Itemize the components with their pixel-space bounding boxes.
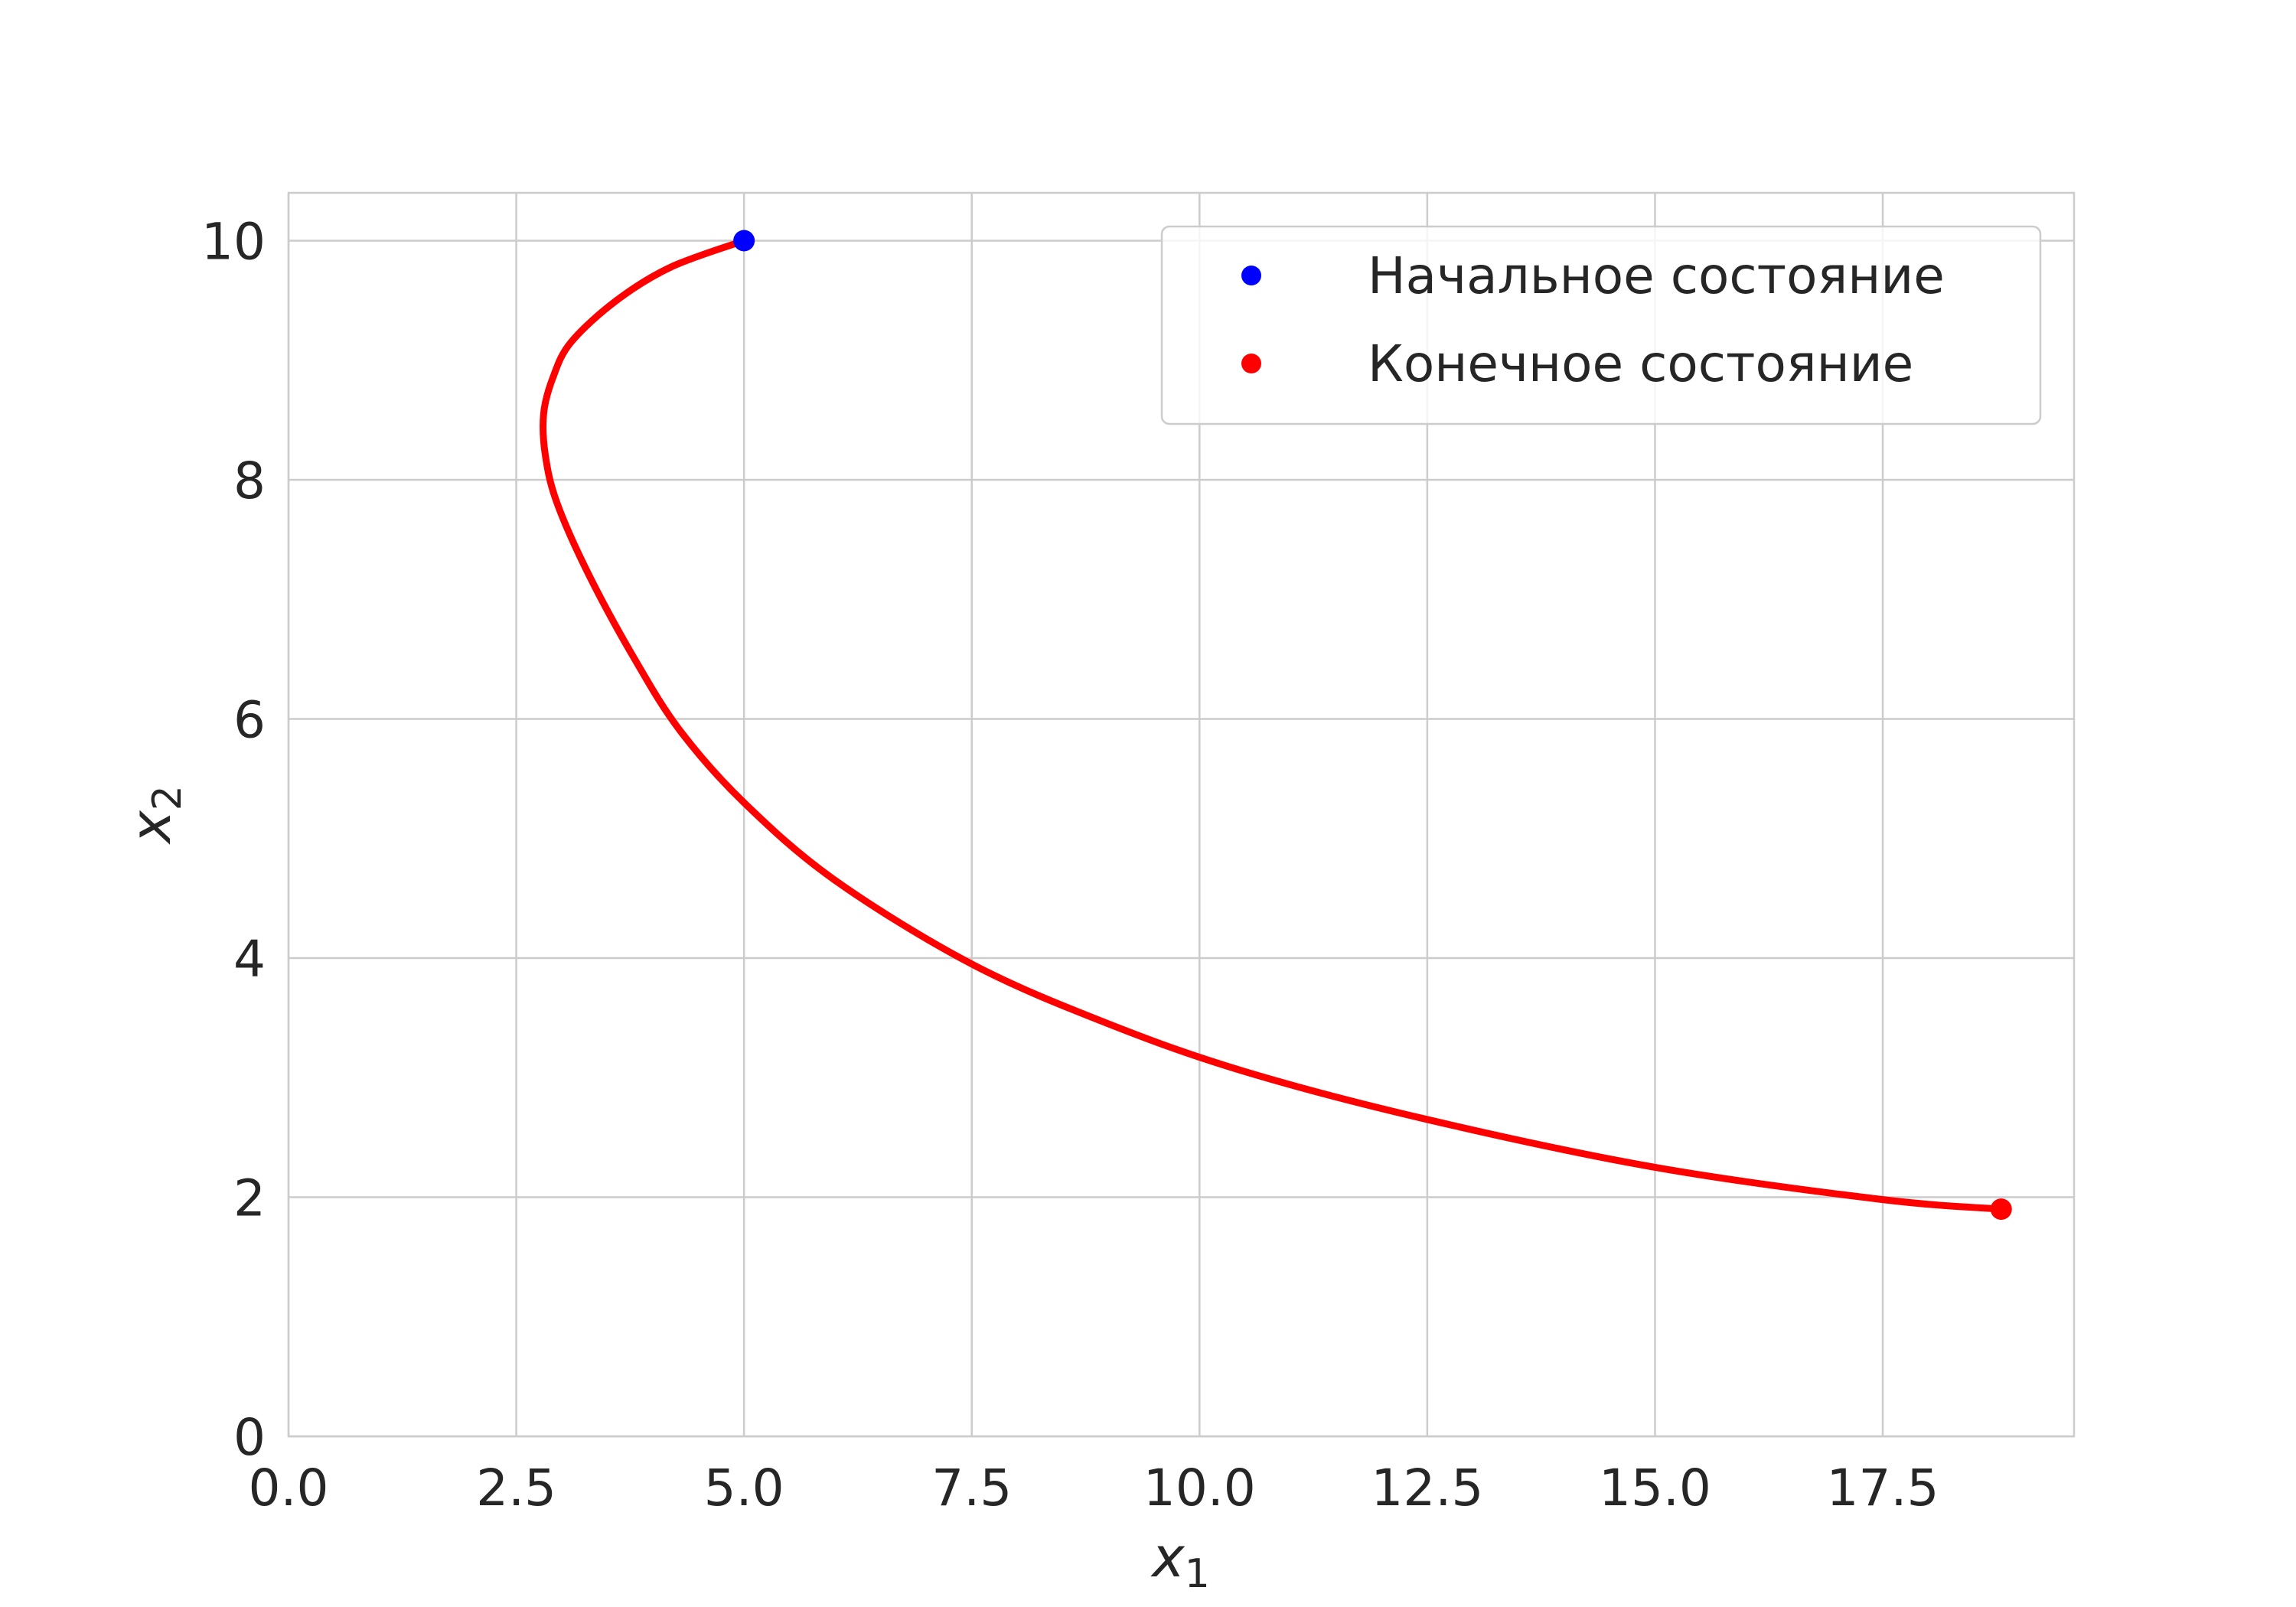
legend-marker-start — [1241, 266, 1261, 285]
y-tick-label: 0 — [233, 1408, 266, 1467]
y-tick-label: 10 — [201, 213, 266, 272]
x-tick-label: 5.0 — [704, 1459, 784, 1517]
x-tick-label: 7.5 — [931, 1459, 1012, 1517]
legend-label-start: Начальное состояние — [1368, 246, 1945, 305]
y-tick-label: 6 — [233, 691, 266, 750]
x-tick-label: 0.0 — [249, 1459, 329, 1517]
x-tick-label: 12.5 — [1371, 1459, 1483, 1517]
x-tick-label: 10.0 — [1143, 1459, 1256, 1517]
x-tick-label: 2.5 — [476, 1459, 556, 1517]
x-tick-labels: 0.0 2.5 5.0 7.5 10.0 12.5 15.0 17.5 — [249, 1459, 1939, 1517]
legend-label-end: Конечное состояние — [1368, 334, 1913, 393]
x-axis-label-sub: 1 — [1185, 1551, 1210, 1597]
y-axis-label: x2 — [119, 785, 191, 845]
legend: Начальное состояние Конечное состояние — [1160, 225, 2042, 425]
legend-box — [1160, 225, 2042, 425]
plot-frame — [287, 191, 2076, 1438]
x-axis-label-main: x — [1150, 1525, 1186, 1589]
series — [540, 237, 2005, 1213]
end-point-marker — [1990, 1198, 2012, 1221]
x-tick-label: 15.0 — [1599, 1459, 1711, 1517]
y-axis-label-sub: 2 — [145, 785, 191, 810]
x-tick-label: 17.5 — [1827, 1459, 1939, 1517]
y-tick-label: 2 — [233, 1169, 266, 1228]
markers — [733, 230, 2012, 1221]
y-axis-label-main: x — [119, 810, 183, 845]
y-tick-label: 4 — [233, 930, 266, 989]
trajectory-line — [540, 237, 2005, 1213]
y-tick-label: 8 — [233, 451, 266, 510]
legend-marker-end — [1241, 354, 1261, 373]
x-axis-label: x1 — [1150, 1525, 1210, 1597]
start-point-marker — [733, 230, 755, 252]
y-tick-labels: 0 2 4 6 8 10 — [201, 213, 266, 1468]
